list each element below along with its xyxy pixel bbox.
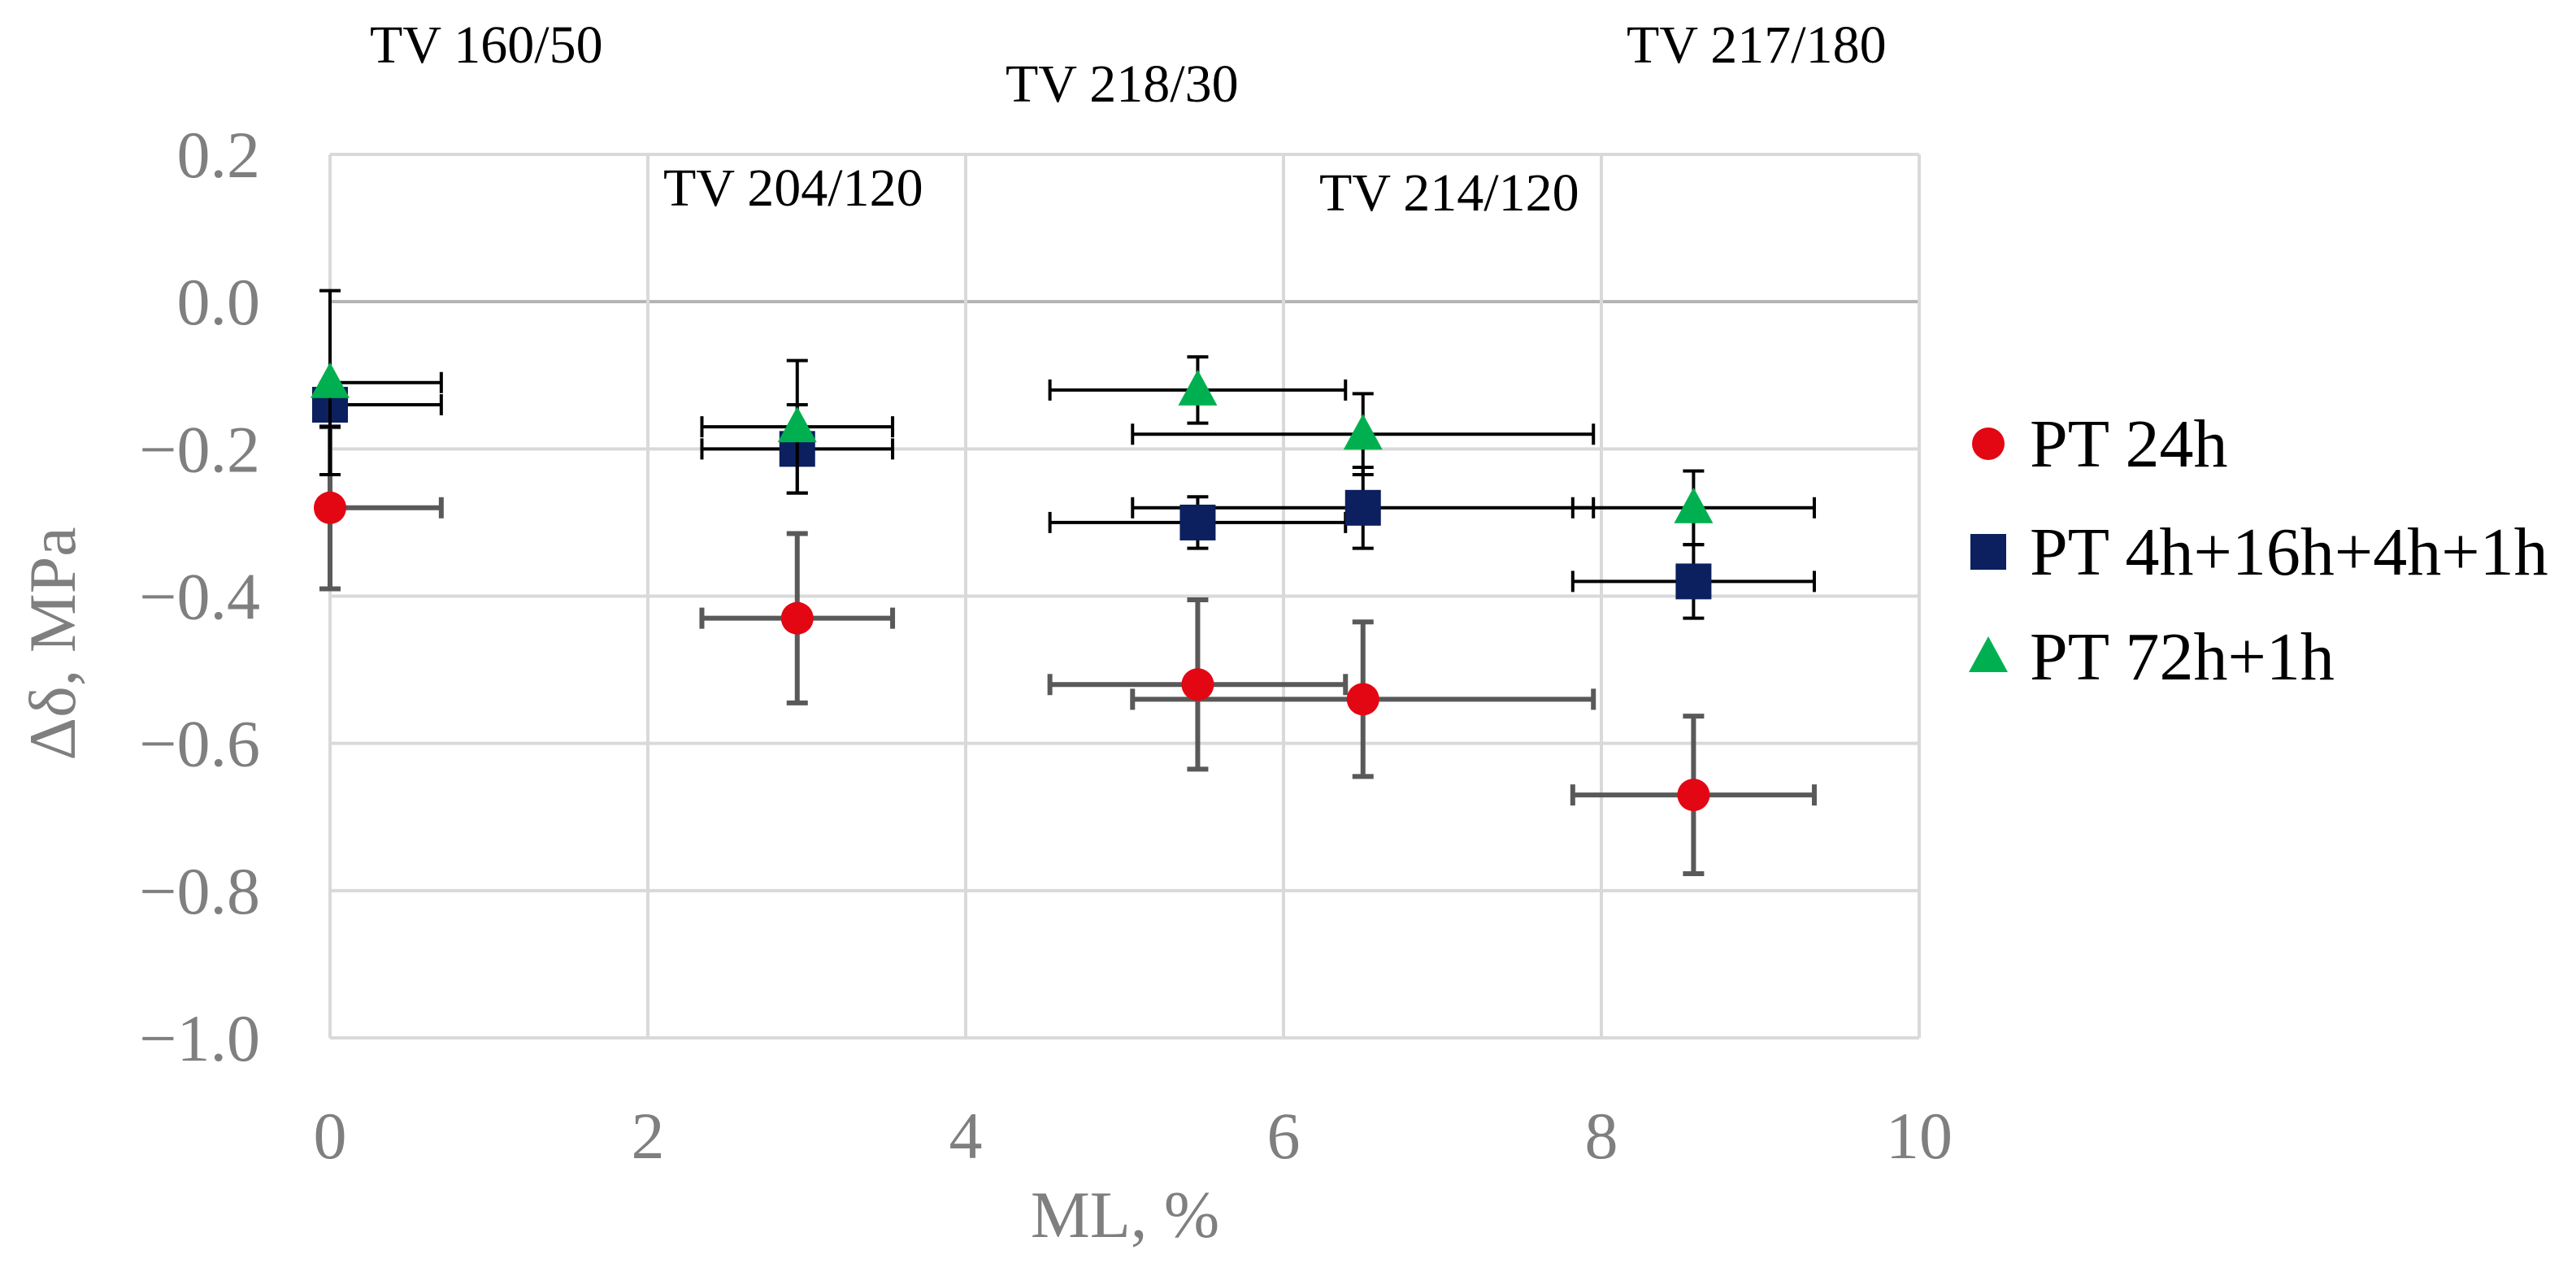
y-tick-label: −0.2 — [139, 412, 260, 486]
data-point-pt-4h-16h-4h-1h-5 — [1675, 563, 1712, 600]
x-tick-label: 0 — [314, 1099, 347, 1173]
annotation-label: TV 218/30 — [1006, 54, 1239, 114]
x-error-bar-pt-72h-1h-1 — [330, 371, 443, 393]
legend-item: PT 72h+1h — [1969, 619, 2335, 695]
annotation-label: TV 160/50 — [370, 15, 603, 75]
data-point-pt-4h-16h-4h-1h-3 — [1179, 504, 1216, 540]
data-point-pt-72h-1h-3 — [1178, 369, 1218, 406]
legend-item: PT 24h — [1972, 406, 2228, 482]
x-tick-label: 4 — [949, 1099, 983, 1173]
data-point-pt-24h-4 — [1346, 683, 1379, 716]
x-axis-title: ML, % — [1031, 1178, 1219, 1252]
data-point-pt-72h-1h-4 — [1343, 414, 1383, 450]
data-point-pt-72h-1h-1 — [311, 362, 350, 398]
x-error-bar-pt-24h-1 — [330, 497, 444, 519]
data-point-pt-24h-2 — [780, 601, 814, 635]
data-point-pt-72h-1h-5 — [1674, 487, 1714, 523]
legend: PT 24h PT 4h+16h+4h+1h PT 72h+1h — [1969, 406, 2548, 695]
legend-label: PT 4h+16h+4h+1h — [2030, 514, 2548, 590]
legend-label: PT 72h+1h — [2030, 619, 2335, 695]
x-tick-label: 2 — [632, 1099, 665, 1173]
series-pt-24h — [314, 424, 1817, 876]
data-point-pt-24h-3 — [1181, 668, 1214, 701]
data-point-pt-4h-16h-4h-1h-4 — [1344, 489, 1381, 526]
y-tick-label: −1.0 — [139, 1001, 260, 1075]
data-point-pt-24h-1 — [314, 491, 346, 524]
y-tick-label: 0.2 — [177, 118, 261, 192]
y-axis-title: Δδ, MPa — [15, 527, 89, 760]
x-tick-label: 6 — [1267, 1099, 1301, 1173]
y-tick-label: −0.4 — [139, 560, 260, 634]
data-marks — [311, 289, 1817, 876]
annotations: TV 160/50 TV 218/30 TV 217/180 TV 204/12… — [370, 15, 1887, 223]
legend-marker-square — [1970, 534, 2006, 570]
annotation-label: TV 214/120 — [1319, 163, 1579, 223]
legend-item: PT 4h+16h+4h+1h — [1970, 514, 2548, 590]
data-point-pt-72h-1h-2 — [777, 406, 817, 443]
annotation-label: TV 204/120 — [663, 158, 923, 218]
legend-marker-triangle — [1969, 636, 2008, 672]
x-tick-label: 10 — [1886, 1099, 1953, 1173]
legend-marker-circle — [1972, 428, 2005, 460]
y-tick-label: −0.6 — [139, 707, 260, 781]
legend-label: PT 24h — [2030, 406, 2228, 482]
x-tick-label: 8 — [1585, 1099, 1618, 1173]
x-error-bar-pt-4h-16h-4h-1h-1 — [330, 393, 443, 415]
y-tick-label: 0.0 — [177, 265, 261, 339]
annotation-label: TV 217/180 — [1627, 15, 1887, 75]
tick-labels: 0 2 4 6 8 10 0.2 0.0 −0.2 −0.4 −0.6 −0.8 −1.0 — [139, 118, 1953, 1173]
series-pt-72h-1h — [311, 289, 1816, 547]
data-point-pt-24h-5 — [1677, 779, 1710, 812]
y-tick-label: −0.8 — [139, 854, 260, 928]
